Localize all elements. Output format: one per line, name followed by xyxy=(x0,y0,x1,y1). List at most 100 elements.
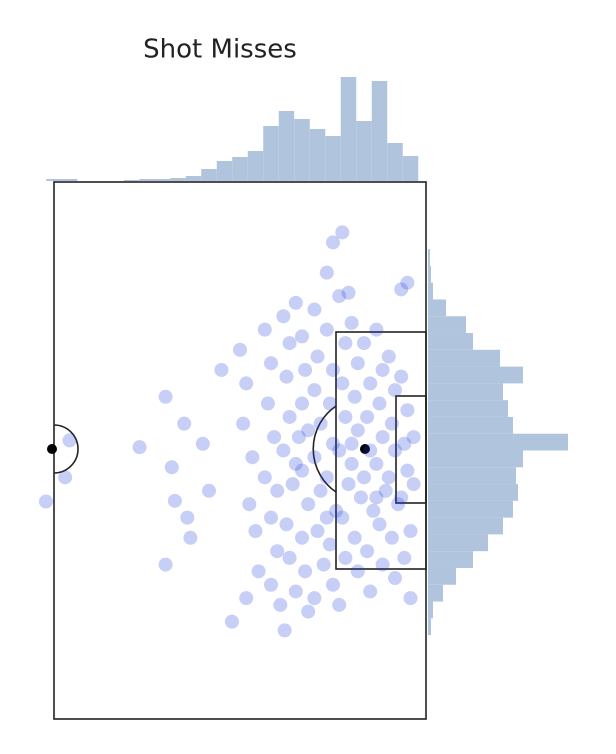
shot-point xyxy=(295,329,309,344)
histogram-bar xyxy=(185,176,202,181)
shot-point xyxy=(366,503,381,518)
shot-point xyxy=(388,571,402,586)
shot-point xyxy=(403,591,418,606)
shot-point xyxy=(394,282,409,297)
shot-point xyxy=(332,443,347,458)
histogram-bar xyxy=(428,584,443,602)
shot-point xyxy=(360,409,375,424)
shot-point xyxy=(307,591,322,606)
penalty-spot xyxy=(360,444,370,454)
histogram-bar xyxy=(309,129,326,181)
chart-title: Shot Misses xyxy=(143,35,297,65)
penalty-arc xyxy=(312,405,337,493)
shot-point xyxy=(164,460,179,475)
histogram-bar xyxy=(263,126,279,181)
histogram-bar xyxy=(139,179,155,181)
shot-point xyxy=(363,443,378,458)
histogram-bar xyxy=(428,333,473,350)
shot-point xyxy=(177,416,192,431)
histogram-bar xyxy=(428,265,431,283)
shot-point xyxy=(357,336,371,351)
shot-point xyxy=(369,322,384,337)
shot-point xyxy=(310,524,325,539)
shot-point xyxy=(403,524,418,539)
shot-point xyxy=(319,510,334,525)
shot-point xyxy=(350,564,365,579)
shot-point xyxy=(341,285,356,300)
shot-point xyxy=(400,275,415,290)
histogram-bar xyxy=(428,299,446,317)
shot-point xyxy=(375,362,390,377)
shot-point xyxy=(295,396,309,411)
histogram-bar xyxy=(428,618,431,636)
shot-point xyxy=(344,456,359,471)
shot-point xyxy=(394,369,409,384)
shot-point xyxy=(313,483,328,498)
shot-point xyxy=(288,456,303,471)
histogram-bar xyxy=(428,433,568,451)
shot-point xyxy=(236,416,251,431)
histogram-bar xyxy=(402,156,419,181)
histogram-bar xyxy=(428,366,523,384)
histogram-bar xyxy=(428,282,433,300)
shot-point xyxy=(357,470,371,485)
shot-point xyxy=(397,550,412,565)
shot-point xyxy=(319,470,334,485)
histogram-bar xyxy=(294,119,310,181)
shot-point xyxy=(388,443,402,458)
shot-point xyxy=(183,530,198,545)
shot-point xyxy=(295,463,309,478)
shot-point xyxy=(282,409,297,424)
histogram-bar xyxy=(428,349,500,367)
histogram-bar xyxy=(371,81,388,181)
shot-point xyxy=(260,396,275,411)
shot-point xyxy=(277,623,292,638)
histogram-bar xyxy=(325,136,341,181)
histogram-bar xyxy=(356,121,372,181)
shot-point xyxy=(347,530,362,545)
shot-point xyxy=(307,383,322,398)
shot-point xyxy=(180,510,195,525)
shot-point xyxy=(158,557,173,572)
histogram-bar xyxy=(232,157,248,181)
shot-point xyxy=(350,423,365,438)
shot-point xyxy=(347,389,362,404)
histogram-bar xyxy=(428,400,508,417)
shot-point xyxy=(195,436,210,451)
shot-point xyxy=(322,396,337,411)
center-circle xyxy=(53,424,79,474)
shot-point xyxy=(288,584,303,599)
shot-point xyxy=(242,497,257,512)
shot-point xyxy=(338,336,353,351)
shot-point xyxy=(372,517,387,532)
shot-point xyxy=(400,463,415,478)
shot-point xyxy=(239,591,254,606)
shot-point xyxy=(245,450,260,465)
shot-point xyxy=(158,389,173,404)
shot-point xyxy=(338,409,353,424)
shot-point xyxy=(291,430,306,445)
shot-point xyxy=(276,443,291,458)
shot-point xyxy=(282,550,297,565)
marks xyxy=(38,77,568,638)
shot-point xyxy=(264,510,278,525)
shot-point xyxy=(378,483,393,498)
shot-point xyxy=(332,289,347,304)
histogram-bar xyxy=(428,416,513,434)
histogram-bar xyxy=(428,316,466,334)
shot-point xyxy=(58,470,73,485)
histogram-bar xyxy=(428,249,430,266)
histogram-bar xyxy=(61,179,78,181)
histogram-bar xyxy=(428,484,518,501)
shot-point xyxy=(363,584,378,599)
histogram-bar xyxy=(154,179,171,181)
histogram-bar xyxy=(428,551,473,568)
shot-point xyxy=(335,510,350,525)
shot-point xyxy=(375,557,390,572)
shot-point xyxy=(301,497,316,512)
histogram-bar xyxy=(216,161,233,181)
shot-point xyxy=(202,483,216,498)
shot-point xyxy=(329,503,344,518)
shot-point xyxy=(276,309,291,324)
